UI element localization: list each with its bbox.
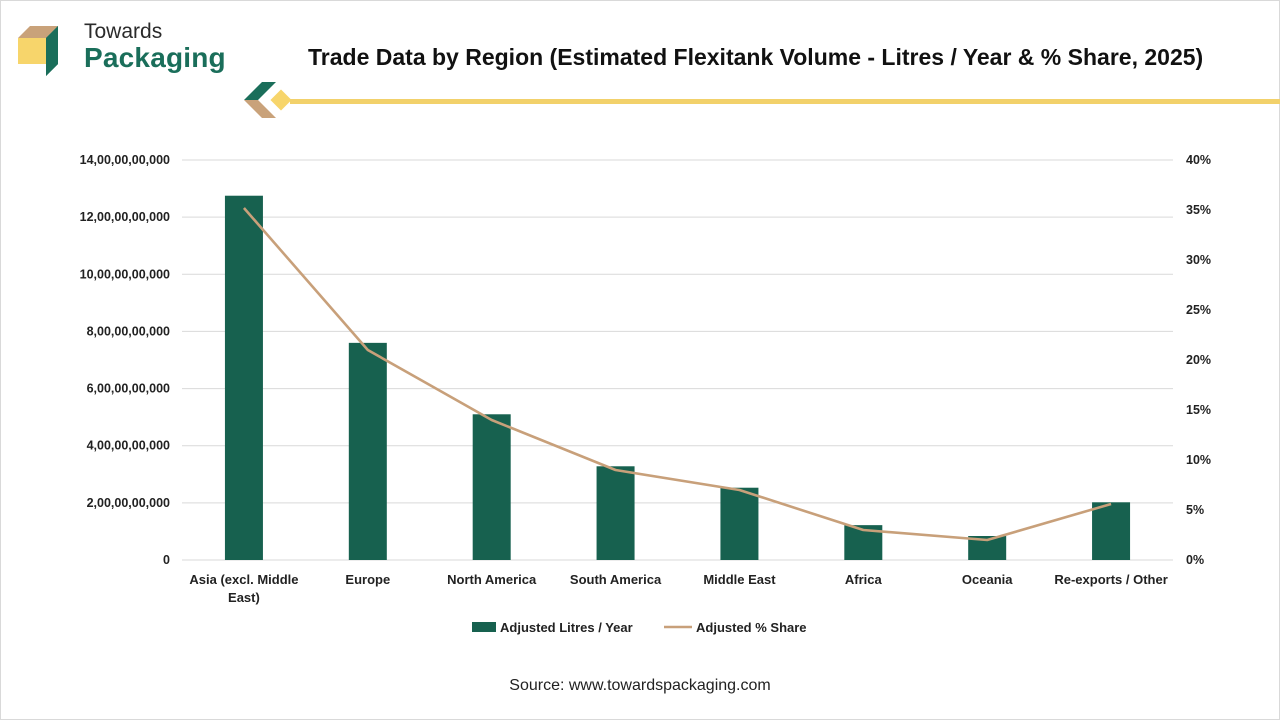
logo-box-icon [18,26,58,76]
y-left-tick-label: 10,00,00,00,000 [80,267,170,281]
bar [348,342,387,560]
brand-logo [16,18,256,82]
share-line [242,207,1112,542]
x-category-label: Re-exports / Other [1054,572,1167,587]
legend-line-label: Adjusted % Share [696,620,807,635]
source-note: Source: www.towardspackaging.com [509,677,771,694]
y-left-tick-label: 14,00,00,00,000 [80,153,170,167]
gridlines [182,159,1173,561]
legend: Adjusted Litres / Year Adjusted % Share [472,620,807,635]
x-category-label: Oceania [962,572,1013,587]
x-axis-categories: Asia (excl. Middle East) Europe North Ameri… [189,572,1167,605]
y-right-tick-label: 40% [1186,153,1211,167]
y-right-tick-label: 15% [1186,403,1211,417]
logo-text-packaging: Packaging [84,42,226,73]
title-decoration-icon [244,82,295,118]
bar [224,195,263,560]
x-category-label: Africa [845,572,883,587]
x-category-label: South America [570,572,662,587]
y-left-tick-label: 0 [163,553,170,567]
line-series [242,207,1112,542]
bar [1092,502,1131,560]
y-right-tick-label: 30% [1186,253,1211,267]
y-right-tick-label: 10% [1186,453,1211,467]
bar-series [224,195,1131,560]
bar [472,414,511,560]
y-left-tick-label: 2,00,00,00,000 [87,496,170,510]
y-left-tick-label: 8,00,00,00,000 [87,324,170,338]
y-right-tick-label: 5% [1186,503,1204,517]
y-left-tick-label: 12,00,00,00,000 [80,210,170,224]
y-axis-left: 0 2,00,00,00,000 4,00,00,00,000 6,00,00,00,… [80,153,170,567]
bar [720,487,759,560]
x-category-label: Europe [345,572,390,587]
x-category-label: North America [447,572,537,587]
x-category-label: Middle East [703,572,776,587]
logo-text-towards: Towards [84,20,163,43]
y-left-tick-label: 4,00,00,00,000 [87,439,170,453]
y-right-tick-label: 35% [1186,203,1211,217]
x-category-label: Asia (excl. Middle East) [189,572,298,605]
y-right-tick-label: 0% [1186,553,1204,567]
legend-bar-label: Adjusted Litres / Year [500,620,633,635]
legend-bar-swatch [472,622,496,632]
chart-title: Trade Data by Region (Estimated Flexitan… [308,44,1204,70]
title-underline [290,99,1280,104]
bar [596,466,635,560]
y-axis-right: 0% 5% 10% 15% 20% 25% 30% 35% 40% [1186,153,1211,567]
y-right-tick-label: 25% [1186,303,1211,317]
y-right-tick-label: 20% [1186,353,1211,367]
y-left-tick-label: 6,00,00,00,000 [87,382,170,396]
